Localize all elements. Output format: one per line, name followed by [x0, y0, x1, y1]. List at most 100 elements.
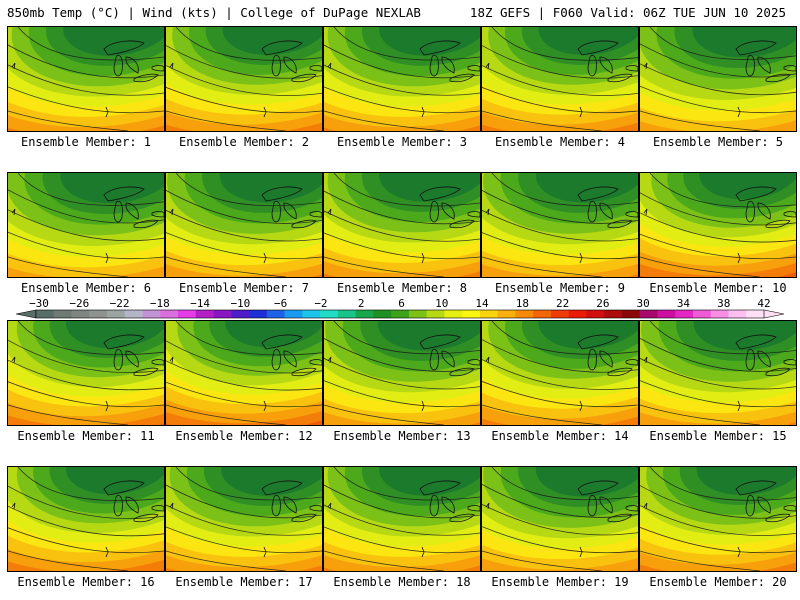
- great-lakes-outline: [607, 367, 633, 377]
- colorbar-swatch: [213, 310, 232, 318]
- coastline-mark: [327, 62, 332, 70]
- great-lakes-outline: [429, 494, 439, 517]
- great-lakes-outline: [103, 40, 145, 56]
- colorbar-tick-label: −26: [69, 298, 89, 310]
- temperature-map: [323, 466, 481, 572]
- contour-line: [649, 467, 796, 501]
- colorbar-right-arrow: [763, 309, 785, 319]
- great-lakes-outline: [577, 480, 619, 496]
- colorbar-border: [35, 309, 765, 319]
- contour-line: [640, 212, 796, 243]
- great-lakes-outline: [133, 513, 159, 523]
- great-lakes-outline: [765, 513, 791, 523]
- contour-line: [640, 505, 796, 536]
- colorbar-swatch: [639, 310, 658, 318]
- great-lakes-outline: [757, 56, 771, 74]
- temperature-band: [535, 467, 638, 497]
- great-lakes-outline: [745, 200, 755, 223]
- great-lakes-outline: [261, 40, 303, 56]
- contour-line: [640, 404, 761, 425]
- colorbar-swatch: [124, 310, 143, 318]
- contour-line: [491, 467, 638, 501]
- contour-line: [324, 526, 480, 554]
- contour-line: [640, 338, 796, 372]
- coastline-mark: [327, 208, 332, 216]
- great-lakes-outline: [261, 334, 303, 350]
- coastline-mark: [169, 208, 174, 216]
- contour-line: [640, 63, 796, 96]
- contour-line: [8, 256, 129, 277]
- coastline-mark: [643, 502, 648, 510]
- ensemble-member-label: Ensemble Member: 18: [333, 575, 471, 589]
- temperature-band: [65, 467, 164, 495]
- great-lakes-outline: [441, 202, 455, 220]
- contour-line: [482, 484, 638, 518]
- contour-line: [324, 380, 480, 408]
- great-lakes-outline: [577, 40, 619, 56]
- great-lakes-outline: [151, 359, 164, 366]
- temperature-map: [639, 26, 797, 132]
- contour-line: [324, 210, 480, 242]
- great-lakes-outline: [283, 202, 297, 220]
- ensemble-member-label: Ensemble Member: 20: [649, 575, 787, 589]
- great-lakes-outline: [745, 54, 755, 77]
- contour-line: [166, 484, 322, 519]
- great-lakes-outline: [467, 211, 480, 218]
- contour-line: [8, 505, 164, 537]
- coastline-mark: [737, 106, 741, 118]
- ensemble-member-label: Ensemble Member: 11: [17, 429, 155, 443]
- contour-line: [8, 339, 164, 373]
- contour-line: [8, 44, 164, 79]
- great-lakes-outline: [419, 186, 461, 202]
- coastline-mark: [579, 400, 583, 412]
- colorbar-tick-label: 30: [637, 298, 650, 310]
- coastline-mark: [263, 400, 267, 412]
- great-lakes-outline: [735, 186, 777, 202]
- contour-line: [491, 321, 638, 355]
- great-lakes-outline: [449, 513, 475, 523]
- coastline-mark: [643, 62, 648, 70]
- contour-line: [166, 550, 287, 571]
- temperature-map: [639, 466, 797, 572]
- contour-line: [640, 256, 761, 277]
- great-lakes-outline: [599, 496, 613, 514]
- chart-title-right: 18Z GEFS | F060 Valid: 06Z TUE JUN 10 20…: [469, 5, 786, 20]
- ensemble-member-label: Ensemble Member: 14: [491, 429, 629, 443]
- colorbar-swatch: [249, 310, 268, 318]
- ensemble-member-label: Ensemble Member: 17: [175, 575, 313, 589]
- great-lakes-outline: [607, 73, 633, 83]
- great-lakes-outline: [113, 200, 123, 223]
- contour-line: [166, 526, 322, 554]
- contour-line: [482, 550, 603, 571]
- colorbar-swatch: [533, 310, 552, 318]
- colorbar-tick-label: −6: [274, 298, 287, 310]
- great-lakes-outline: [577, 186, 619, 202]
- coastline-mark: [263, 546, 267, 558]
- great-lakes-outline: [735, 40, 777, 56]
- coastline-mark: [643, 208, 648, 216]
- ensemble-member-label: Ensemble Member: 9: [494, 281, 626, 295]
- great-lakes-outline: [271, 494, 281, 517]
- colorbar-tick-label: −22: [110, 298, 130, 310]
- colorbar-tick-label: −2: [314, 298, 327, 310]
- coastline-mark: [485, 502, 490, 510]
- great-lakes-outline: [625, 505, 638, 512]
- great-lakes-outline: [765, 73, 791, 83]
- coastline-mark: [263, 252, 267, 264]
- contour-line: [333, 27, 480, 61]
- great-lakes-outline: [587, 494, 597, 517]
- temperature-band: [535, 173, 638, 203]
- great-lakes-outline: [607, 219, 633, 229]
- temperature-map: [639, 172, 797, 278]
- contour-line: [640, 43, 796, 78]
- great-lakes-outline: [783, 359, 796, 366]
- temperature-band: [538, 27, 638, 55]
- great-lakes-outline: [765, 367, 791, 377]
- contour-line: [324, 358, 480, 390]
- contour-line: [482, 256, 603, 277]
- colorbar-tick-label: 34: [677, 298, 691, 310]
- great-lakes-outline: [125, 350, 139, 368]
- great-lakes-outline: [309, 65, 322, 72]
- temperature-band: [692, 27, 796, 58]
- temperature-colorbar: −30 −26 −22 −18 −14 −10 −6 −2 2 6 10 14 18 22 26 30 34 38…: [15, 298, 785, 319]
